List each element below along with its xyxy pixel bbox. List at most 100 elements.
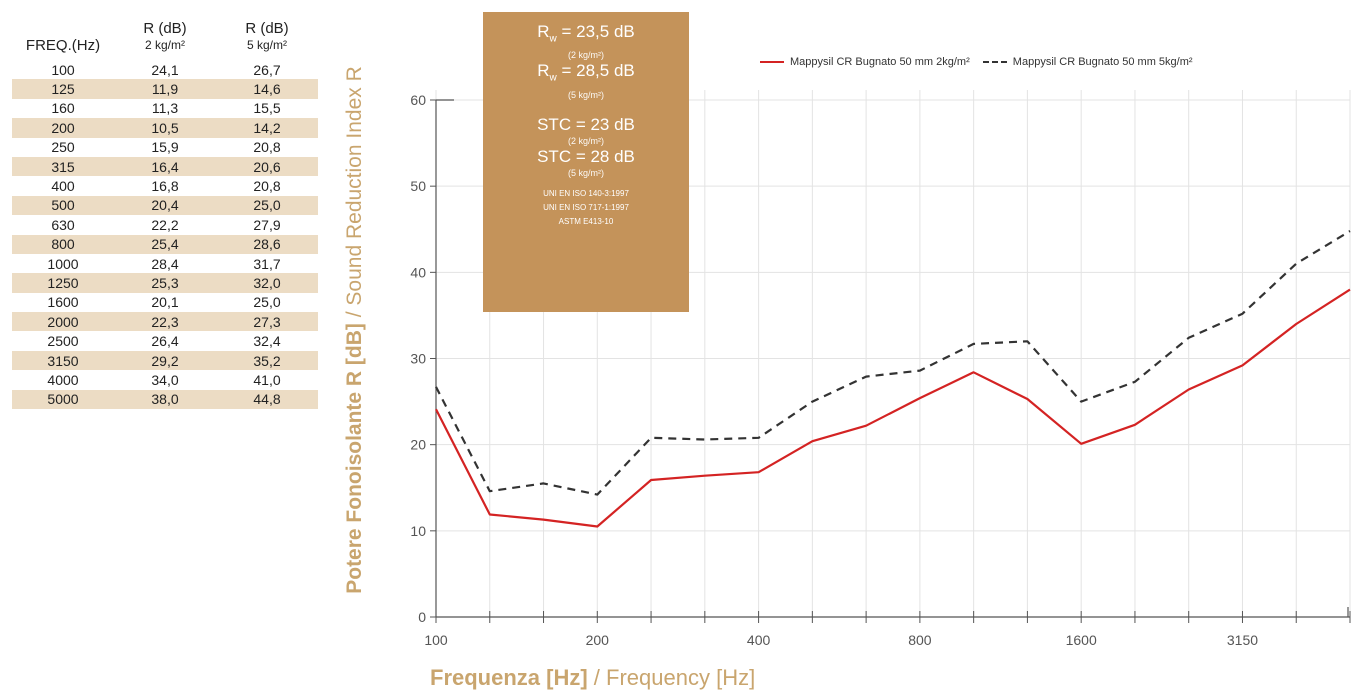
table-row: 315 16,4 20,6 — [12, 156, 318, 177]
table-row: 400 16,8 20,8 — [12, 176, 318, 195]
frequency-cell: 250 — [51, 139, 75, 156]
stc-2kg: STC = 23 dB — [537, 114, 635, 134]
r-5kg-cell: 28,6 — [216, 234, 318, 254]
frequency-cell: 160 — [51, 100, 75, 117]
r-5kg-cell: 15,5 — [253, 100, 281, 117]
r-2kg-cell: 25,4 — [114, 234, 216, 254]
standard-2: UNI EN ISO 717-1:1997 — [543, 202, 629, 212]
y-tick-label: 60 — [410, 92, 426, 108]
table-header-row: FREQ.(Hz) R (dB) 2 kg/m² R (dB) 5 kg/m² — [12, 20, 318, 60]
legend-label-2kg: Mappysil CR Bugnato 50 mm 2kg/m² — [790, 56, 970, 68]
x-tick-label: 200 — [586, 632, 610, 648]
header-sub: 2 kg/m² — [144, 38, 185, 52]
r-5kg-cell: 41,0 — [253, 371, 281, 388]
legend-label-5kg: Mappysil CR Bugnato 50 mm 5kg/m² — [1012, 56, 1193, 68]
standard-1: UNI EN ISO 140-3:1997 — [543, 188, 629, 198]
r-2kg-cell: 38,0 — [114, 389, 216, 410]
table-row: 1000 28,4 31,7 — [12, 254, 318, 273]
y-tick-label: 10 — [410, 523, 426, 539]
frequency-cell: 125 — [12, 79, 114, 99]
table-row: 1250 25,3 32,0 — [12, 273, 318, 293]
x-axis-title-bold: Frequenza [Hz] — [430, 665, 588, 690]
y-tick-label: 20 — [410, 437, 426, 453]
header-main: FREQ.(Hz) — [25, 37, 101, 54]
y-tick-label: 30 — [410, 351, 426, 367]
frequency-cell: 100 — [51, 61, 75, 78]
y-tick-label: 50 — [410, 178, 426, 194]
y-tick-label: 0 — [418, 609, 426, 625]
r-2kg-cell: 16,4 — [114, 156, 216, 177]
table-row: 100 24,1 26,7 — [12, 60, 318, 79]
header-r-5kg: R (dB) 5 kg/m² — [216, 20, 318, 60]
table-row: 200 10,5 14,2 — [12, 118, 318, 138]
table-row: 630 22,2 27,9 — [12, 215, 318, 234]
header-main: R (dB) — [245, 20, 289, 37]
header-sub: 5 kg/m² — [246, 38, 287, 52]
table-row: 4000 34,0 41,0 — [12, 370, 318, 389]
table-row: 500 20,4 25,0 — [12, 195, 318, 216]
series-line-5kg — [435, 230, 1351, 496]
rw-2kg-value: = 23,5 dB — [561, 22, 635, 41]
rw-5kg-sub: (5 kg/m²) — [568, 89, 604, 100]
frequency-cell: 500 — [12, 195, 114, 216]
frequency-data-table: FREQ.(Hz) R (dB) 2 kg/m² R (dB) 5 kg/m² … — [12, 20, 318, 410]
rw-5kg-value: = 28,5 dB — [561, 61, 635, 81]
table-row: 250 15,9 20,8 — [12, 138, 318, 157]
x-tick-label: 3150 — [1227, 632, 1258, 648]
frequency-cell: 2500 — [47, 333, 79, 350]
rating-info-box: Rw = 23,5 dB (2 kg/m²) Rw = 28,5 dB (5 k… — [483, 12, 689, 312]
r-5kg-cell: 14,6 — [216, 79, 318, 99]
table-row: 2000 22,3 27,3 — [12, 312, 318, 332]
frequency-cell: 2000 — [12, 312, 114, 332]
r-5kg-cell: 25,0 — [216, 195, 318, 216]
r-2kg-cell: 26,4 — [151, 333, 179, 350]
frequency-cell: 1600 — [47, 294, 79, 311]
r-5kg-cell: 25,0 — [253, 294, 281, 311]
series-line-2kg — [435, 288, 1351, 528]
x-tick-label: 800 — [908, 632, 932, 648]
table-row: 2500 26,4 32,4 — [12, 331, 318, 350]
rw-5kg-line: Rw = 28,5 dB — [537, 61, 635, 84]
table-row: 800 25,4 28,6 — [12, 234, 318, 254]
stc-2kg-sub: (2 kg/m²) — [568, 135, 604, 146]
header-frequency: FREQ.(Hz) — [12, 20, 114, 60]
r-5kg-cell: 27,9 — [253, 216, 281, 233]
table-body: 100 24,1 26,7 125 11,9 14,6 160 11,3 15,5 200 10,5… — [12, 60, 318, 410]
r-2kg-cell: 11,3 — [151, 100, 179, 117]
r-5kg-cell: 31,7 — [253, 255, 281, 272]
r-5kg-cell: 26,7 — [253, 61, 281, 78]
frequency-cell: 800 — [12, 234, 114, 254]
chart-legend: Mappysil CR Bugnato 50 mm 2kg/m² Mappysi… — [760, 56, 1203, 68]
x-tick-label: 100 — [424, 632, 448, 648]
r-5kg-cell: 35,2 — [216, 350, 318, 371]
r-5kg-cell: 44,8 — [216, 389, 318, 410]
table-row: 5000 38,0 44,8 — [12, 389, 318, 410]
r-2kg-cell: 11,9 — [114, 79, 216, 99]
r-5kg-cell: 20,6 — [216, 156, 318, 177]
frequency-cell: 3150 — [12, 350, 114, 371]
standard-3: ASTM E413-10 — [558, 216, 614, 226]
r-2kg-cell: 29,2 — [114, 350, 216, 371]
rw-2kg-line: Rw = 23,5 dB — [537, 22, 635, 45]
frequency-cell: 1000 — [47, 255, 79, 272]
r-2kg-cell: 16,8 — [151, 178, 179, 195]
r-5kg-cell: 20,8 — [253, 178, 281, 195]
legend-swatch-solid — [760, 61, 784, 64]
x-tick-label: 400 — [747, 632, 771, 648]
frequency-cell: 400 — [51, 178, 75, 195]
legend-item-2kg: Mappysil CR Bugnato 50 mm 2kg/m² — [760, 56, 970, 68]
stc-5kg-sub: (5 kg/m²) — [568, 167, 604, 178]
table-row: 160 11,3 15,5 — [12, 99, 318, 118]
r-2kg-cell: 28,4 — [151, 255, 179, 272]
r-2kg-cell: 20,4 — [114, 195, 216, 216]
x-tick-label: 1600 — [1066, 632, 1097, 648]
legend-item-5kg: Mappysil CR Bugnato 50 mm 5kg/m² — [982, 56, 1193, 68]
r-2kg-cell: 20,1 — [151, 294, 179, 311]
r-2kg-cell: 15,9 — [151, 139, 179, 156]
rw-2kg-sub: (2 kg/m²) — [568, 50, 604, 61]
header-main: R (dB) — [143, 20, 187, 37]
table-row: 3150 29,2 35,2 — [12, 350, 318, 371]
y-tick-label: 40 — [410, 264, 426, 280]
r-5kg-cell: 32,0 — [216, 273, 318, 293]
frequency-cell: 4000 — [47, 371, 79, 388]
